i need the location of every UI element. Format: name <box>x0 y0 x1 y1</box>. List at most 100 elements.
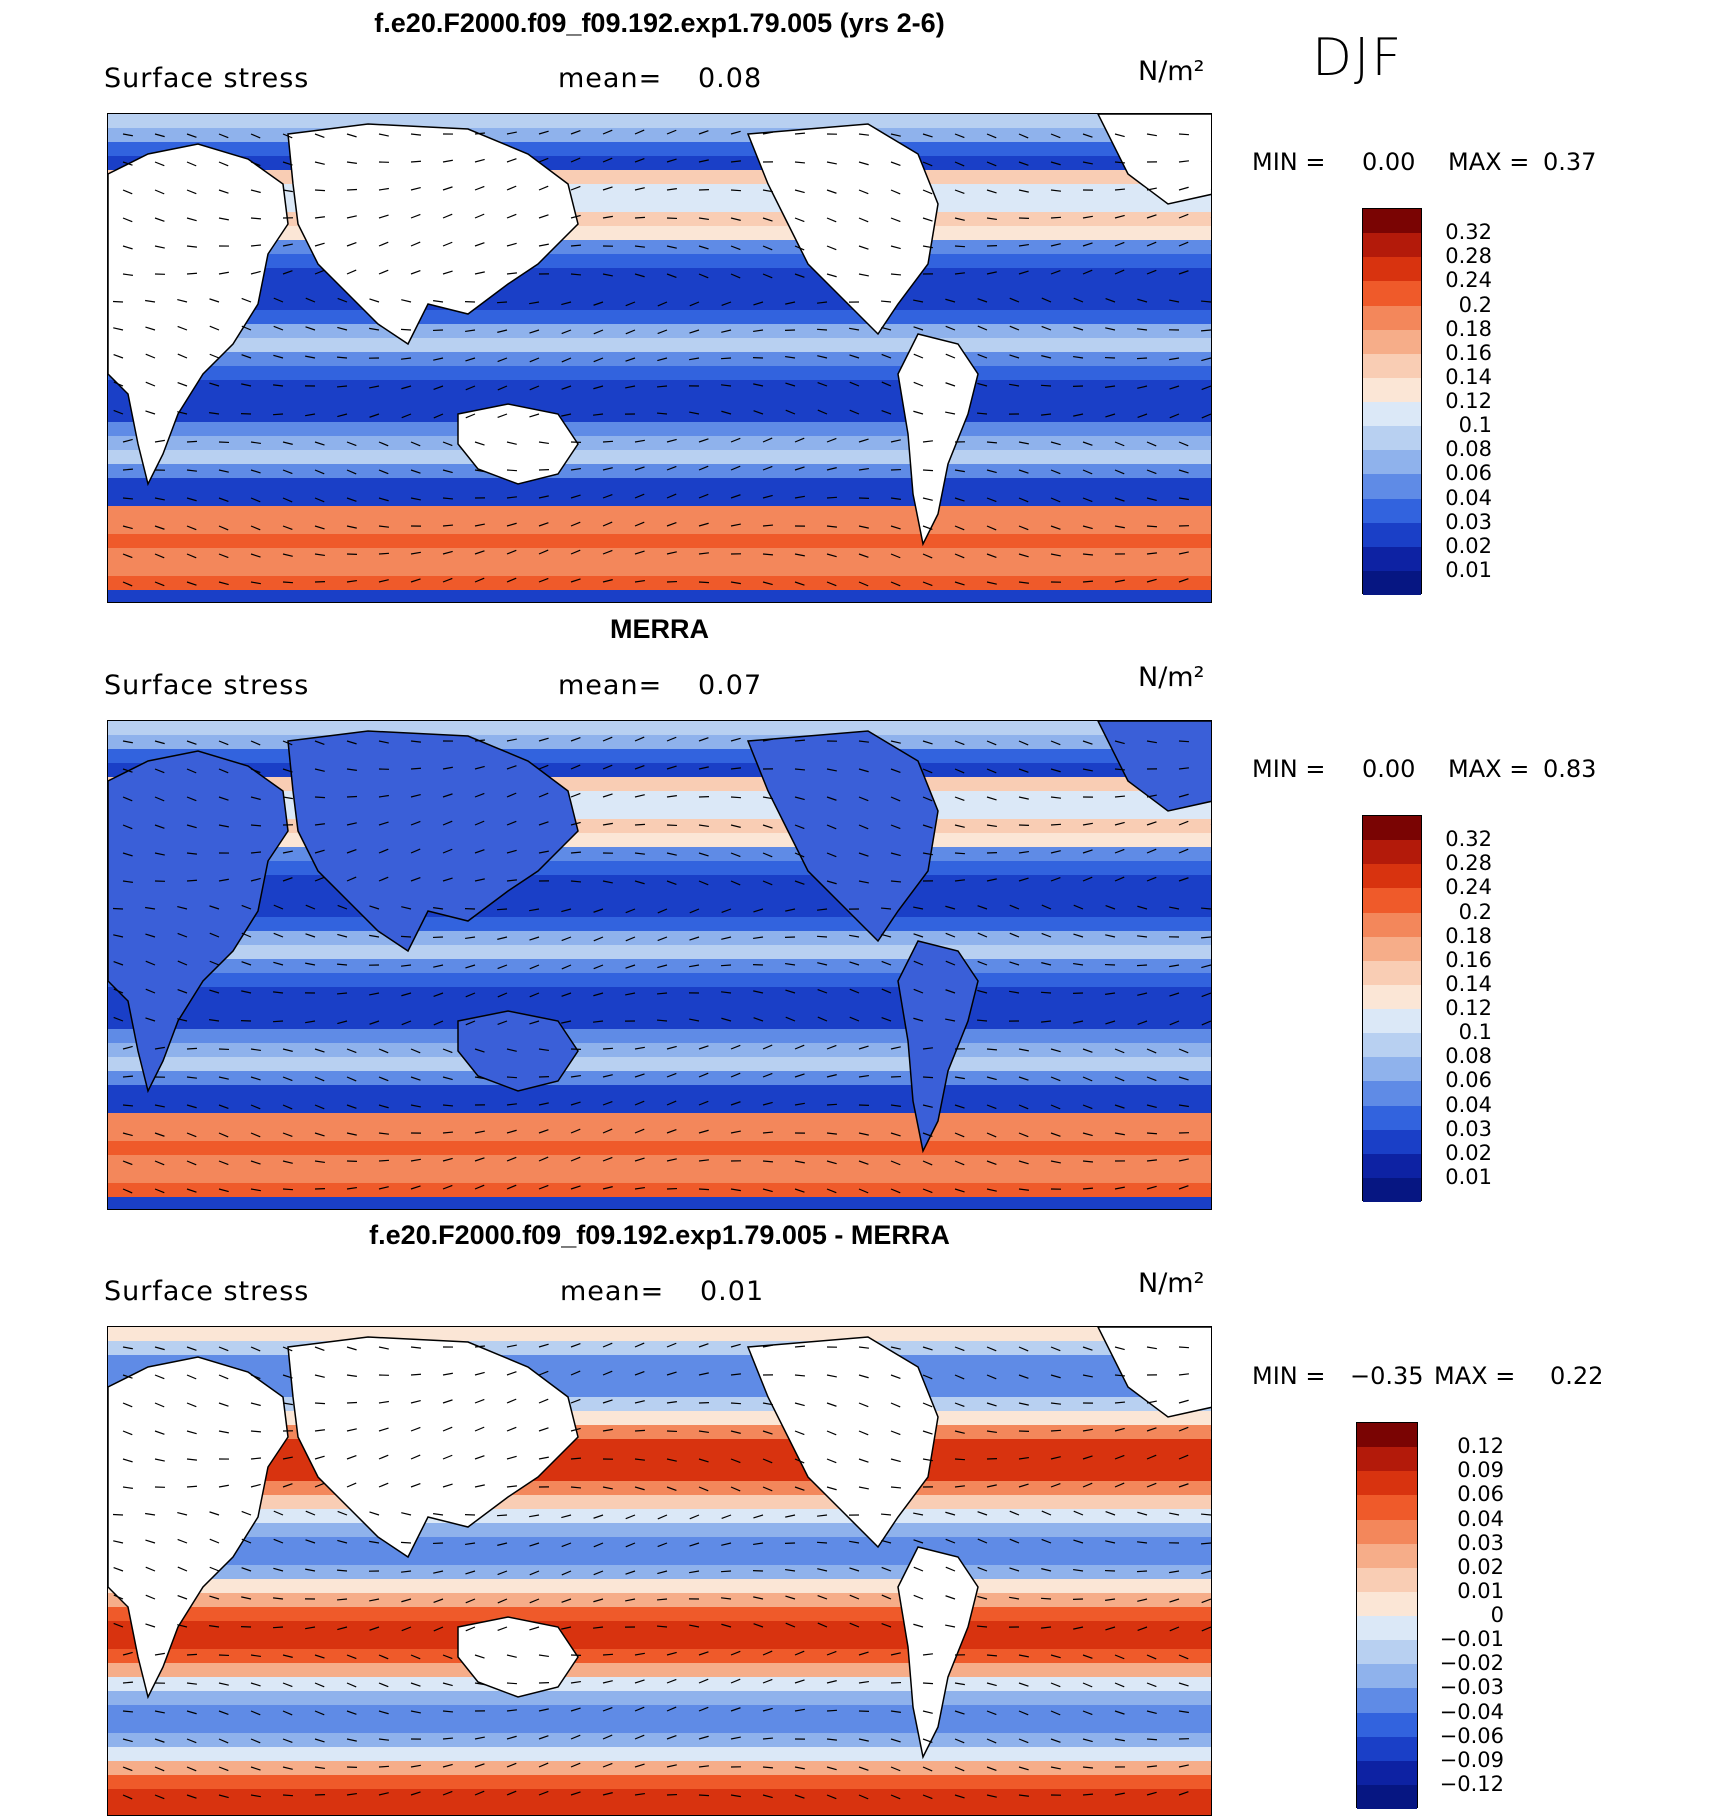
colorbar-swatch <box>1363 985 1421 1009</box>
colorbar-label: 0.16 <box>1445 948 1492 972</box>
colorbar-label: 0.2 <box>1459 900 1492 924</box>
field-band <box>108 1775 1212 1790</box>
stress-vector <box>635 217 645 218</box>
stress-vector <box>1211 1655 1212 1658</box>
stress-vector <box>635 1430 645 1431</box>
stress-vector <box>1211 1764 1212 1767</box>
colorbar-swatch <box>1363 1106 1421 1130</box>
colorbar-swatch <box>1363 523 1421 547</box>
stress-vector <box>1147 526 1157 527</box>
stress-vector <box>401 936 411 937</box>
stress-vector <box>1211 160 1212 162</box>
field-band <box>108 520 1212 535</box>
panel-3-colorbar <box>1356 1422 1418 1808</box>
panel-1-field <box>108 114 1212 603</box>
stress-vector <box>603 441 613 442</box>
panel-3-max-label: MAX = <box>1434 1362 1515 1390</box>
colorbar-swatch <box>1363 306 1421 330</box>
colorbar-swatch <box>1363 233 1421 257</box>
field-band <box>108 506 1212 521</box>
colorbar-swatch <box>1363 1081 1421 1105</box>
field-band <box>108 1733 1212 1748</box>
colorbar-swatch <box>1363 961 1421 985</box>
field-band <box>108 1197 1212 1210</box>
colorbar-label: 0.18 <box>1445 924 1492 948</box>
colorbar-swatch <box>1357 1737 1417 1761</box>
colorbar-label: 0.01 <box>1445 558 1492 582</box>
colorbar-swatch <box>1363 864 1421 888</box>
colorbar-swatch <box>1357 1544 1417 1568</box>
panel-3-field <box>108 1327 1212 1816</box>
colorbar-label: 0.06 <box>1445 1068 1492 1092</box>
colorbar-label: 0.02 <box>1445 534 1492 558</box>
colorbar-swatch <box>1357 1568 1417 1592</box>
stress-vector <box>1211 187 1212 190</box>
field-band <box>108 1537 1212 1552</box>
field-band <box>108 1369 1212 1384</box>
panel-2-field <box>108 721 1212 1210</box>
colorbar-label: 0.03 <box>1445 510 1492 534</box>
panel-1-title: f.e20.F2000.f09_f09.192.exp1.79.005 (yrs… <box>107 8 1212 39</box>
field-band <box>108 1029 1212 1044</box>
field-band <box>108 1141 1212 1156</box>
stress-vector <box>1211 1077 1212 1079</box>
field-band <box>108 1677 1212 1692</box>
stress-vector <box>1211 242 1212 246</box>
stress-vector <box>955 246 965 247</box>
field-band <box>108 1015 1212 1030</box>
colorbar-swatch <box>1357 1761 1417 1785</box>
stress-vector <box>1051 1430 1061 1431</box>
field-band <box>108 464 1212 479</box>
panel-1-variable: Surface stress <box>104 63 309 94</box>
colorbar-swatch <box>1363 281 1421 305</box>
colorbar-label: 0.04 <box>1457 1507 1504 1531</box>
field-band <box>108 1043 1212 1058</box>
colorbar-swatch <box>1357 1785 1417 1809</box>
colorbar-label: 0.14 <box>1445 972 1492 996</box>
stress-vector <box>1211 1400 1212 1403</box>
field-band <box>108 1057 1212 1072</box>
field-band <box>108 749 1212 764</box>
field-band <box>108 861 1212 876</box>
field-band <box>108 889 1212 904</box>
field-band <box>108 1467 1212 1482</box>
panel-3-min-label: MIN = <box>1252 1362 1325 1390</box>
field-band <box>108 156 1212 171</box>
colorbar-swatch <box>1357 1423 1417 1447</box>
stress-vector <box>507 1683 517 1684</box>
stress-vector <box>401 329 411 330</box>
stress-vector <box>1137 965 1147 966</box>
stress-vector <box>1211 878 1212 881</box>
stress-vector <box>1211 1158 1212 1161</box>
stress-vector <box>1211 271 1212 274</box>
colorbar-label: 0.12 <box>1457 1434 1504 1458</box>
stress-vector <box>1179 134 1189 135</box>
stress-vector <box>251 218 261 219</box>
field-band <box>108 931 1212 946</box>
panel-2-colorbar <box>1362 815 1422 1201</box>
stress-vector <box>1137 358 1147 359</box>
stress-vector <box>1211 849 1212 853</box>
colorbar-label: −0.02 <box>1440 1651 1504 1675</box>
field-band <box>108 324 1212 339</box>
field-band <box>108 1761 1212 1776</box>
colorbar-swatch <box>1363 1178 1421 1202</box>
colorbar-swatch <box>1363 1009 1421 1033</box>
colorbar-label: 0.18 <box>1445 317 1492 341</box>
field-band <box>108 1691 1212 1706</box>
field-band <box>108 492 1212 507</box>
stress-vector <box>817 1542 827 1543</box>
field-band <box>108 128 1212 143</box>
field-band <box>108 1663 1212 1678</box>
panel-2-units: N/m² <box>1138 662 1204 693</box>
colorbar-swatch <box>1357 1640 1417 1664</box>
field-band <box>108 590 1212 603</box>
colorbar-swatch <box>1357 1471 1417 1495</box>
stress-vector <box>1179 741 1189 742</box>
field-band <box>108 1481 1212 1496</box>
panel-3-map <box>107 1326 1212 1816</box>
field-band <box>108 534 1212 549</box>
stress-vector <box>955 1459 965 1460</box>
field-band <box>108 1551 1212 1566</box>
